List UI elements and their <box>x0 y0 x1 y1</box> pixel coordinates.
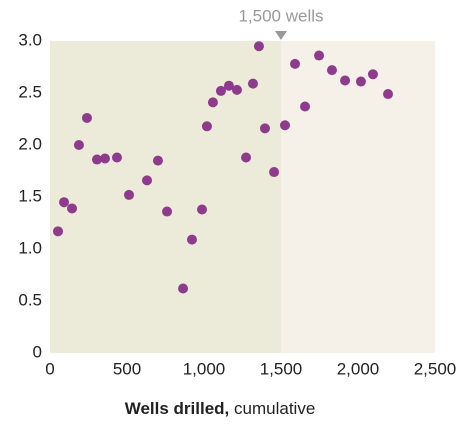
point <box>383 89 394 100</box>
point <box>152 155 163 166</box>
point <box>99 153 110 164</box>
point <box>269 167 280 178</box>
point <box>53 226 64 237</box>
x-axis-label-rest: cumulative <box>234 399 315 418</box>
point <box>314 50 325 61</box>
point <box>223 80 234 91</box>
point <box>241 152 252 163</box>
annotation-marker <box>275 31 287 40</box>
point <box>162 206 173 217</box>
point <box>91 154 102 165</box>
x-tick-label: 2,000 <box>337 359 380 378</box>
y-tick-label: 1.0 <box>18 238 42 257</box>
point <box>215 85 226 96</box>
y-tick-label: 0.5 <box>18 290 42 309</box>
region-after <box>281 41 435 353</box>
x-tick-label: 0 <box>45 359 54 378</box>
point <box>186 234 197 245</box>
point <box>290 58 301 69</box>
point <box>81 112 92 123</box>
point <box>259 123 270 134</box>
x-axis-label-bold: Wells drilled, <box>125 399 230 418</box>
point <box>67 203 78 214</box>
point <box>111 152 122 163</box>
point <box>367 69 378 80</box>
x-axis-label: Wells drilled, cumulative <box>125 399 316 418</box>
y-tick-label: 2.0 <box>18 134 42 153</box>
point <box>59 197 70 208</box>
point <box>231 84 242 95</box>
point <box>247 78 258 89</box>
point <box>326 65 337 76</box>
point <box>196 204 207 215</box>
point <box>280 120 291 131</box>
point <box>253 41 264 52</box>
point <box>201 121 212 132</box>
x-tick-label: 1,000 <box>183 359 226 378</box>
y-tick-label: 0 <box>33 342 42 361</box>
y-tick-label: 3.0 <box>18 30 42 49</box>
point <box>73 140 84 150</box>
point <box>142 175 153 186</box>
x-tick-label: 2,500 <box>414 359 457 378</box>
annotation-text: 1,500 wells <box>238 6 323 25</box>
region-before <box>50 41 281 353</box>
y-tick-label: 2.5 <box>18 82 42 101</box>
point <box>124 189 135 200</box>
point <box>207 97 218 108</box>
x-tick-label: 500 <box>113 359 141 378</box>
point <box>340 75 351 86</box>
x-tick-label: 1,500 <box>260 359 303 378</box>
point <box>355 76 366 87</box>
point <box>300 101 311 112</box>
y-tick-label: 1.5 <box>18 186 42 205</box>
point <box>178 283 189 294</box>
